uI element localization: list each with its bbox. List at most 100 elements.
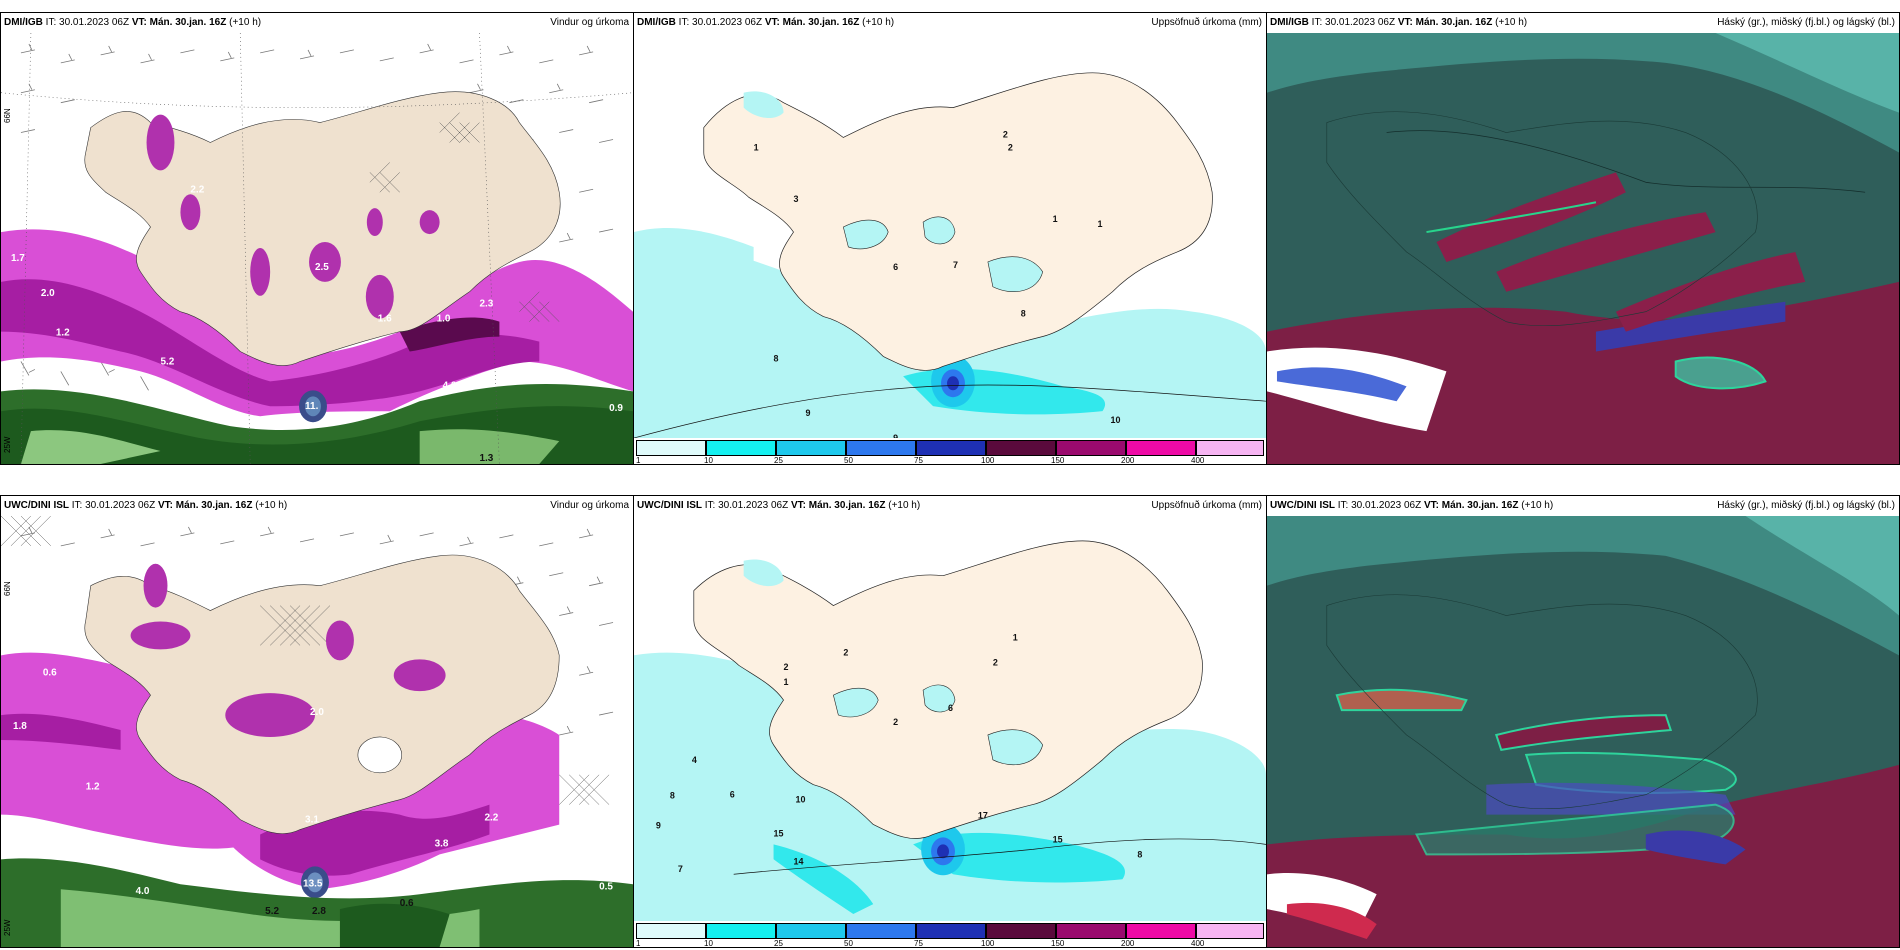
colorbar-tick: 1: [636, 939, 641, 948]
colorbar-swatch: [706, 440, 776, 456]
precip-value-label: 1.2: [86, 782, 100, 793]
colorbar-swatch: [636, 923, 706, 939]
cloud-map-svg: [1267, 516, 1899, 947]
colorbar-swatch: [776, 923, 846, 939]
accum-value-label: 2: [993, 657, 998, 667]
cloud-map-svg: [1267, 33, 1899, 464]
colorbar-tick: 400: [1191, 456, 1205, 465]
precip-value-label: 2.0: [41, 288, 55, 299]
precip-value-label: 2.2: [190, 184, 204, 195]
colorbar-swatch: [916, 440, 986, 456]
precip-value-label: 4.0: [443, 380, 457, 391]
accum-value-label: 14: [793, 856, 803, 866]
accum-value-label: 4: [692, 755, 697, 765]
colorbar-swatch: [846, 923, 916, 939]
wind-precip-map: 0.6 1.8 1.2 2.0 3.1 13.5 3.8 2.2 5.2 2.8…: [1, 516, 633, 947]
panel-title: DMI/IGB IT: 30.01.2023 06Z VT: Mán. 30.j…: [4, 17, 629, 28]
colorbar-tick: 100: [981, 939, 995, 948]
accum-value-label: 8: [670, 791, 675, 801]
cloud-map: [1267, 516, 1899, 947]
colorbar-tick: 150: [1051, 939, 1065, 948]
accum-value-label: 8: [1137, 849, 1142, 859]
precip-value-label: 5.2: [160, 356, 174, 367]
panel-accum-precip-uwc: UWC/DINI ISL IT: 30.01.2023 06Z VT: Mán.…: [633, 495, 1267, 948]
accum-value-label: 2: [1008, 142, 1013, 152]
colorbar-swatch: [1126, 440, 1196, 456]
precip-value-label: 2.0: [310, 707, 324, 718]
wind-precip-map-svg: 0.6 1.8 1.2 2.0 3.1 13.5 3.8 2.2 5.2 2.8…: [1, 516, 633, 947]
colorbar-tick: 50: [844, 939, 853, 948]
accum-value-label: 17: [978, 811, 988, 821]
accum-value-label: 1: [1053, 214, 1058, 224]
accum-value-label: 1: [784, 677, 789, 687]
accum-precip-map-svg: 1 2 3 1 2 1 6 7 8 8 9 9 10: [634, 33, 1266, 438]
colorbar-swatch: [706, 923, 776, 939]
panel-title: UWC/DINI ISL IT: 30.01.2023 06Z VT: Mán.…: [1270, 500, 1895, 511]
accum-precip-map-svg: 2 1 2 2 1 6 2 4 8 9 6 10 15 14 17 15 8 7: [634, 516, 1266, 921]
precip-value-label: 0.6: [43, 667, 57, 678]
panel-title: DMI/IGB IT: 30.01.2023 06Z VT: Mán. 30.j…: [637, 17, 1262, 28]
accum-value-label: 3: [793, 194, 798, 204]
hatch: [1, 516, 610, 805]
accum-value-label: 10: [795, 795, 805, 805]
accum-value-label: 6: [730, 790, 735, 800]
precip-value-label: 1.0: [437, 314, 451, 325]
panel-wind-precip-dmi: DMI/IGB IT: 30.01.2023 06Z VT: Mán. 30.j…: [0, 12, 634, 465]
colorbar-tick: 75: [914, 456, 923, 465]
accum-value-label: 1: [1098, 219, 1103, 229]
accum-value-label: 2: [1003, 129, 1008, 139]
accum-value-label: 2: [784, 662, 789, 672]
colorbar-tick: 150: [1051, 456, 1065, 465]
precip-value-label: 0.6: [400, 898, 414, 909]
colorbar-tick: 10: [704, 939, 713, 948]
colorbar-swatch: [1196, 923, 1264, 939]
panel-wind-precip-uwc: UWC/DINI ISL IT: 30.01.2023 06Z VT: Mán.…: [0, 495, 634, 948]
wind-precip-map: 1.7 2.0 1.2 2.2 2.5 1.6 1.0 2.3 4.0 11. …: [1, 33, 633, 464]
precip-value-label: 11.: [305, 401, 319, 412]
panel-clouds-uwc: UWC/DINI ISL IT: 30.01.2023 06Z VT: Mán.…: [1266, 495, 1900, 948]
precip-values: 0.6 1.8 1.2 2.0 3.1 13.5 3.8 2.2 5.2 2.8…: [13, 667, 613, 917]
colorbar-swatch: [636, 440, 706, 456]
precip-value-label: 3.1: [305, 815, 319, 826]
accum-value-label: 7: [678, 864, 683, 874]
precip-value-label: 3.8: [435, 838, 449, 849]
accum-value-label: 7: [953, 260, 958, 270]
accum-value-label: 1: [1013, 632, 1018, 642]
colorbar-tick: 75: [914, 939, 923, 948]
colorbar-swatch: [986, 923, 1056, 939]
precip-value-label: 5.2: [265, 906, 279, 917]
colorbar-tick: 50: [844, 456, 853, 465]
colorbar-swatch: [776, 440, 846, 456]
precip-value-label: 0.9: [609, 403, 623, 414]
wind-barbs: [20, 526, 614, 736]
lat-label: 66N: [3, 108, 12, 123]
precip-value-label: 0.5: [599, 881, 613, 892]
colorbar: 1 10 25 50 75 100 150 200 400: [636, 438, 1264, 464]
colorbar-swatch: [1196, 440, 1264, 456]
colorbar: 1 10 25 50 75 100 150 200 400: [636, 921, 1264, 947]
precip-value-label: 2.2: [484, 813, 498, 824]
colorbar-swatch: [1056, 923, 1126, 939]
colorbar-swatch: [1056, 440, 1126, 456]
accum-values: 2 1 2 2 1 6 2 4 8 9 6 10 15 14 17 15 8 7: [656, 632, 1142, 874]
colorbar-tick: 200: [1121, 939, 1135, 948]
precip-value-label: 2.8: [312, 906, 326, 917]
accum-value-label: 2: [893, 717, 898, 727]
accum-value-label: 15: [774, 828, 784, 838]
accum-value-label: 2: [843, 647, 848, 657]
accum-value-label: 8: [774, 353, 779, 363]
panel-title: UWC/DINI ISL IT: 30.01.2023 06Z VT: Mán.…: [637, 500, 1262, 511]
panel-clouds-dmi: DMI/IGB IT: 30.01.2023 06Z VT: Mán. 30.j…: [1266, 12, 1900, 465]
panel-title: UWC/DINI ISL IT: 30.01.2023 06Z VT: Mán.…: [4, 500, 629, 511]
lon-label: 25W: [3, 436, 12, 453]
colorbar-tick: 1: [636, 456, 641, 465]
accum-value-label: 9: [656, 820, 661, 830]
precip-value-label: 1.2: [56, 328, 70, 339]
lat-label: 66N: [3, 581, 12, 596]
colorbar-tick: 25: [774, 939, 783, 948]
accum-value-label: 9: [893, 433, 898, 438]
lon-label: 25W: [3, 919, 12, 936]
accum-value-label: 6: [948, 703, 953, 713]
accum-value-label: 8: [1021, 309, 1026, 319]
accum-value-label: 6: [893, 262, 898, 272]
